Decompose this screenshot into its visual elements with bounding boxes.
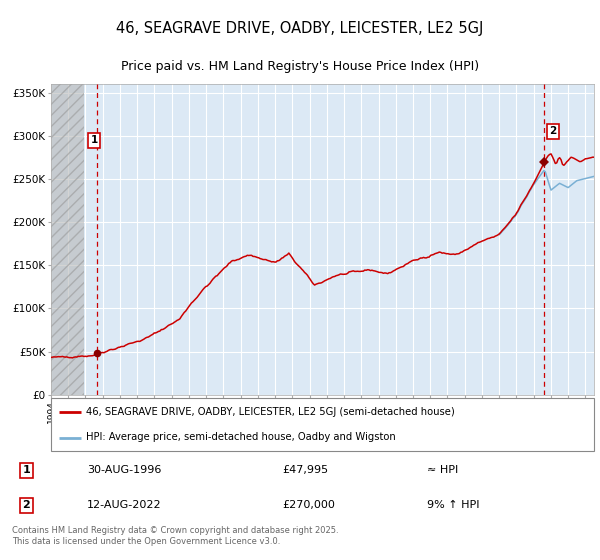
- Text: Price paid vs. HM Land Registry's House Price Index (HPI): Price paid vs. HM Land Registry's House …: [121, 60, 479, 73]
- Text: Contains HM Land Registry data © Crown copyright and database right 2025.
This d: Contains HM Land Registry data © Crown c…: [12, 526, 338, 546]
- Bar: [51, 84, 84, 395]
- Text: £47,995: £47,995: [283, 465, 329, 475]
- Text: 46, SEAGRAVE DRIVE, OADBY, LEICESTER, LE2 5GJ: 46, SEAGRAVE DRIVE, OADBY, LEICESTER, LE…: [116, 21, 484, 36]
- Text: 1: 1: [91, 135, 98, 145]
- Text: 2: 2: [550, 127, 557, 137]
- Text: £270,000: £270,000: [283, 501, 335, 510]
- Text: 9% ↑ HPI: 9% ↑ HPI: [427, 501, 479, 510]
- Text: ≈ HPI: ≈ HPI: [427, 465, 458, 475]
- FancyBboxPatch shape: [51, 398, 594, 451]
- Text: HPI: Average price, semi-detached house, Oadby and Wigston: HPI: Average price, semi-detached house,…: [86, 432, 396, 442]
- Text: 12-AUG-2022: 12-AUG-2022: [87, 501, 161, 510]
- Text: 1: 1: [23, 465, 30, 475]
- Text: 46, SEAGRAVE DRIVE, OADBY, LEICESTER, LE2 5GJ (semi-detached house): 46, SEAGRAVE DRIVE, OADBY, LEICESTER, LE…: [86, 408, 455, 418]
- Text: 2: 2: [23, 501, 30, 510]
- Text: 30-AUG-1996: 30-AUG-1996: [87, 465, 161, 475]
